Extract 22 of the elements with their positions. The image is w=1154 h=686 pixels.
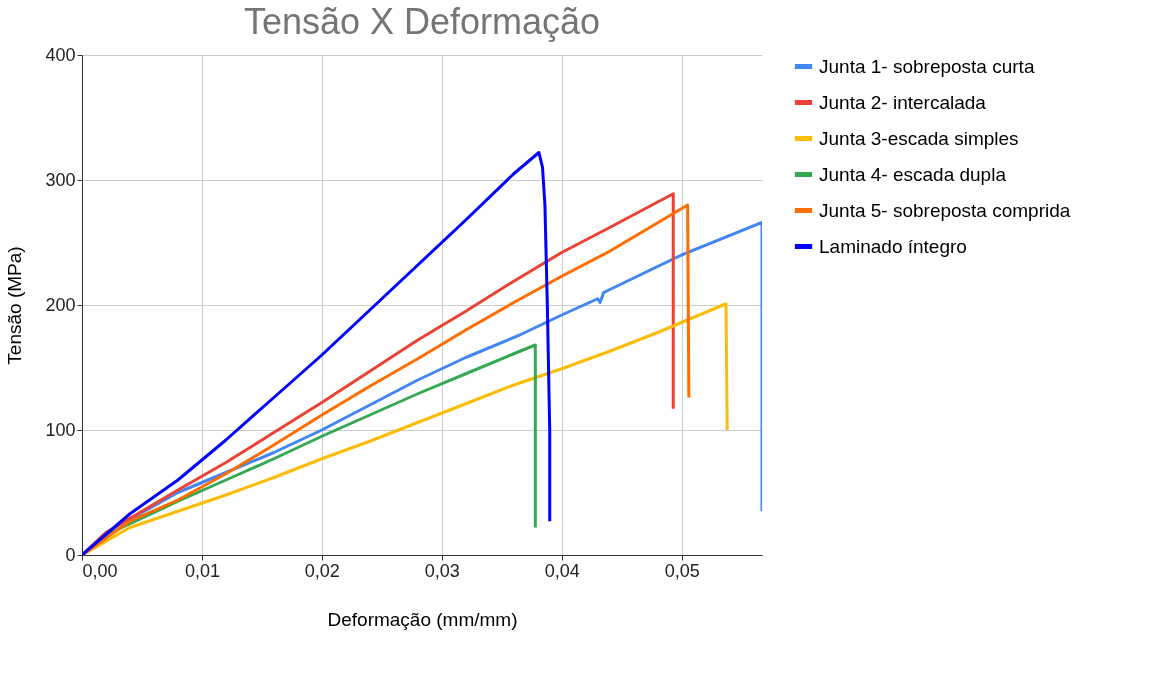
y-tick-label: 300 [45,169,76,190]
x-axis-title: Deformação (mm/mm) [327,608,518,630]
legend-label: Junta 5- sobreposta comprida [819,199,1071,221]
x-tick-label: 0,05 [664,560,700,581]
legend-label: Junta 4- escada dupla [819,163,1007,185]
y-tick-label: 400 [45,44,76,65]
y-tick-label: 0 [65,544,76,565]
legend-label: Laminado íntegro [819,235,967,257]
x-tick-label: 0,02 [304,560,340,581]
y-tick-label: 100 [45,419,76,440]
y-axis-title: Tensão (MPa) [4,246,26,365]
x-tick-label: 0,01 [184,560,220,581]
line-series [82,302,729,555]
legend-label: Junta 2- intercalada [819,91,987,113]
line-series [82,151,552,555]
legend-label: Junta 3-escada simples [819,127,1019,149]
legend-label: Junta 1- sobreposta curta [819,55,1035,77]
x-tick-label: 0,03 [424,560,460,581]
x-tick-label: 0,04 [544,560,580,581]
x-tick-label: 0,00 [82,560,118,581]
y-tick-label: 200 [45,294,76,315]
chart-title: Tensão X Deformação [243,1,601,42]
